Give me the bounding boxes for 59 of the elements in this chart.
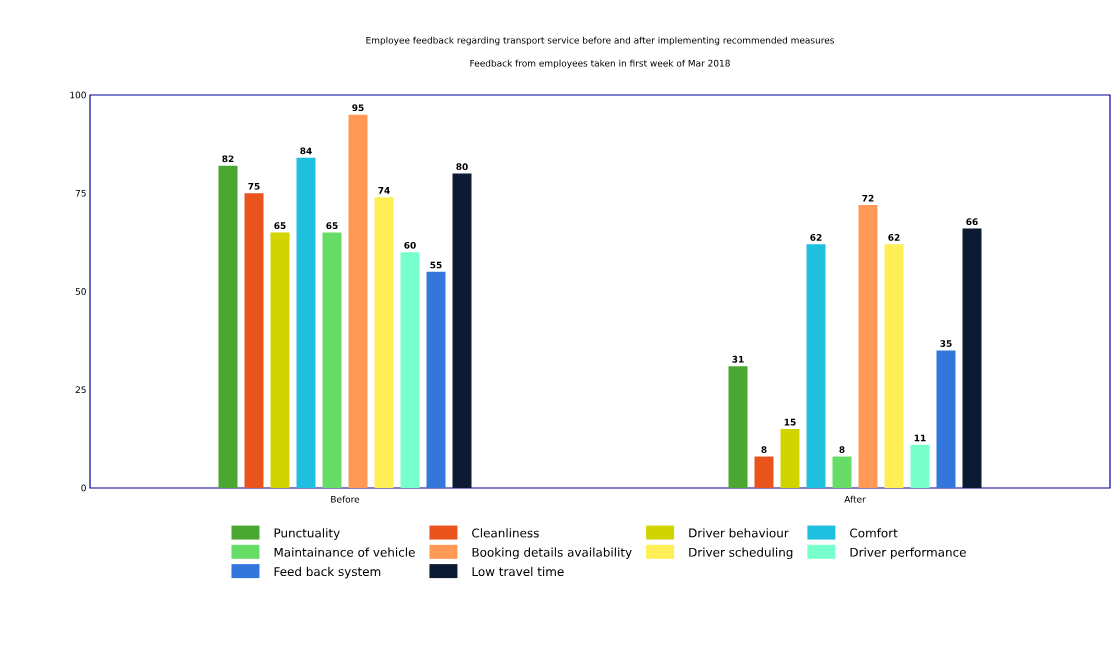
bar <box>322 232 342 488</box>
y-tick-label: 0 <box>81 484 86 492</box>
data-label: 80 <box>456 163 468 171</box>
data-label: 8 <box>839 446 845 454</box>
bar <box>270 232 290 488</box>
legend-label: Cleanliness <box>472 528 539 538</box>
bar <box>910 444 930 488</box>
data-label: 60 <box>404 241 416 249</box>
data-label: 65 <box>326 222 338 230</box>
data-label: 72 <box>862 194 874 202</box>
legend-label: Feed back system <box>274 566 381 579</box>
data-label: 84 <box>300 147 312 155</box>
bar <box>348 114 368 488</box>
data-label: 62 <box>810 234 822 241</box>
bar <box>936 350 956 488</box>
legend-label: Booking details availability <box>472 547 632 560</box>
data-label: 31 <box>732 355 744 363</box>
bar <box>374 197 394 488</box>
bar <box>400 252 420 488</box>
bar <box>884 244 904 488</box>
bar <box>728 366 748 488</box>
data-label: 75 <box>248 183 260 190</box>
bar <box>858 205 878 488</box>
bar <box>218 165 238 488</box>
legend-label: Driver performance <box>850 547 966 560</box>
bar <box>426 271 446 488</box>
data-label: 8 <box>761 446 767 454</box>
data-label: 55 <box>430 261 442 269</box>
y-tick-label: 25 <box>75 386 86 394</box>
y-tick-label: 50 <box>75 288 86 295</box>
data-label: 11 <box>914 434 926 442</box>
chart-title: Employee feedback regarding transport service before and after implementing recommended measures <box>366 36 835 46</box>
legend-label: Low travel time <box>472 566 564 577</box>
bar <box>244 193 264 488</box>
bar <box>962 228 982 488</box>
x-tick-label: After <box>844 495 866 503</box>
bar <box>780 429 800 488</box>
legend-label: Maintainance of vehicle <box>274 547 415 557</box>
legend-label: Driver behaviour <box>689 528 789 538</box>
bar <box>754 456 774 488</box>
chart-subtitle: Feedback from employees taken in first week of Mar 2018 <box>470 59 730 69</box>
bar <box>806 244 826 488</box>
legend-label: Punctuality <box>274 528 340 540</box>
data-label: 15 <box>784 418 796 426</box>
data-label: 82 <box>222 155 234 163</box>
bar <box>452 173 472 488</box>
data-label: 95 <box>352 104 364 112</box>
data-label: 66 <box>966 218 978 226</box>
data-label: 74 <box>378 187 390 194</box>
legend-label: Comfort <box>850 528 898 538</box>
x-tick-label: Before <box>331 495 360 503</box>
data-label: 35 <box>940 340 952 347</box>
legend-label: Driver scheduling <box>689 547 793 560</box>
data-label: 62 <box>888 234 900 241</box>
y-tick-label: 75 <box>75 189 86 197</box>
bar <box>832 456 852 488</box>
data-label: 65 <box>274 222 286 230</box>
bar <box>296 157 316 488</box>
y-tick-label: 100 <box>70 91 86 99</box>
